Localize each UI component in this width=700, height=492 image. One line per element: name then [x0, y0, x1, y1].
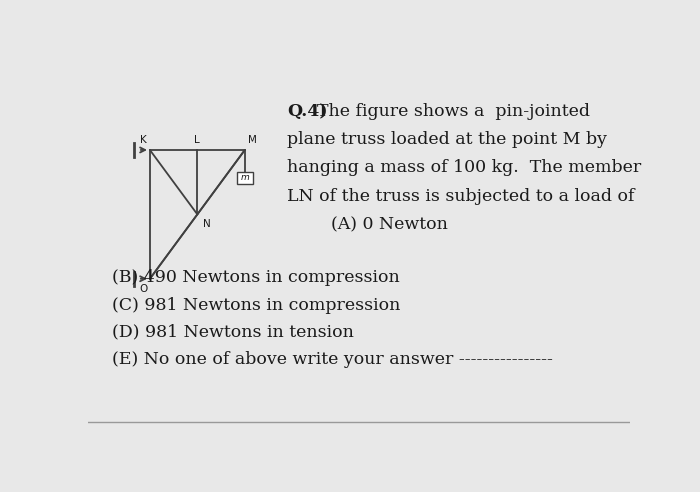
Text: plane truss loaded at the point M by: plane truss loaded at the point M by	[287, 131, 607, 148]
FancyBboxPatch shape	[237, 172, 253, 184]
Text: Q.4): Q.4)	[287, 103, 328, 120]
Text: (D) 981 Newtons in tension: (D) 981 Newtons in tension	[112, 324, 354, 341]
Text: (E) No one of above write your answer ----------------: (E) No one of above write your answer --…	[112, 351, 553, 368]
Text: (A) 0 Newton: (A) 0 Newton	[287, 216, 448, 233]
Text: (B) 490 Newtons in compression: (B) 490 Newtons in compression	[112, 269, 400, 286]
Text: N: N	[203, 219, 211, 229]
Text: LN of the truss is subjected to a load of: LN of the truss is subjected to a load o…	[287, 188, 635, 205]
Text: L: L	[195, 135, 200, 145]
Text: M: M	[248, 135, 257, 146]
Text: O: O	[139, 284, 148, 294]
Text: K: K	[140, 135, 147, 146]
Text: The figure shows a  pin-jointed: The figure shows a pin-jointed	[317, 103, 590, 120]
Text: (C) 981 Newtons in compression: (C) 981 Newtons in compression	[112, 297, 400, 313]
Text: hanging a mass of 100 kg.  The member: hanging a mass of 100 kg. The member	[287, 159, 641, 177]
Text: m: m	[241, 174, 249, 183]
